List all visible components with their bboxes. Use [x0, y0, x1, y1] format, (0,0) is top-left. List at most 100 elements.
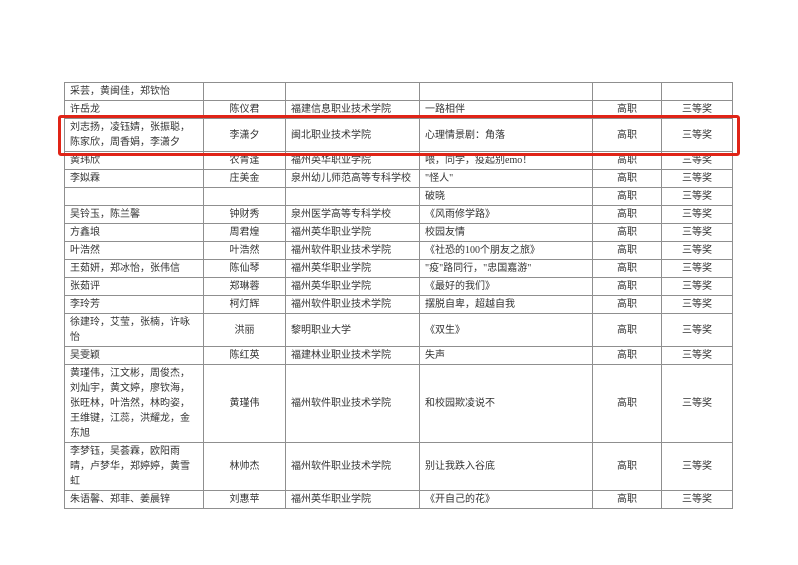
work-title-cell: 《开自己的花》 [419, 490, 593, 509]
table-body: 采芸，黄闽佳，郑钦怡 许岳龙 陈仪君 福建信息职业技术学院 一路相伴 高职 三等奖 刘志扬，凌… [64, 82, 733, 509]
work-title-cell: "怪人" [419, 169, 593, 188]
work-title-cell: 破晓 [419, 187, 593, 206]
work-title-cell: 失声 [419, 346, 593, 365]
level-cell: 高职 [592, 295, 662, 314]
members-cell: 李姒霖 [64, 169, 204, 188]
level-cell: 高职 [592, 346, 662, 365]
table-row: 叶浩然 叶浩然 福州软件职业技术学院 《社恐的100个朋友之旅》 高职 三等奖 [64, 241, 733, 260]
school-cell: 福州软件职业技术学院 [285, 295, 420, 314]
teacher-cell: 林帅杰 [203, 442, 286, 491]
award-cell: 三等奖 [661, 277, 733, 296]
table-row: 采芸，黄闽佳，郑钦怡 [64, 82, 733, 101]
school-cell: 福建信息职业技术学院 [285, 100, 420, 119]
school-cell: 福州软件职业技术学院 [285, 241, 420, 260]
school-cell: 泉州幼儿师范高等专科学校 [285, 169, 420, 188]
table-row: 吴雯颖 陈红英 福建林业职业技术学院 失声 高职 三等奖 [64, 346, 733, 365]
award-cell: 三等奖 [661, 169, 733, 188]
table-row: 王茹妍，郑冰怡，张伟信 陈仙琴 福州英华职业学院 "疫"路同行，"忠国嘉游" 高职 三等奖 [64, 259, 733, 278]
award-cell: 三等奖 [661, 241, 733, 260]
teacher-cell [203, 187, 286, 206]
school-cell: 泉州医学高等专科学校 [285, 205, 420, 224]
teacher-cell: 周君煌 [203, 223, 286, 242]
work-title-cell: 一路相伴 [419, 100, 593, 119]
award-cell [661, 82, 733, 101]
members-cell: 张茹评 [64, 277, 204, 296]
members-cell: 黄瑾伟，江文彬，周俊杰，刘灿宇，黄文婷，廖钦海，张旺林，叶浩然，林昀姿，王维键，… [64, 364, 204, 443]
school-cell: 福州软件职业技术学院 [285, 442, 420, 491]
award-cell: 三等奖 [661, 259, 733, 278]
teacher-cell: 陈红英 [203, 346, 286, 365]
members-cell: 方鑫埌 [64, 223, 204, 242]
award-cell: 三等奖 [661, 100, 733, 119]
teacher-cell: 钟财秀 [203, 205, 286, 224]
award-cell: 三等奖 [661, 205, 733, 224]
work-title-cell: 《最好的我们》 [419, 277, 593, 296]
members-cell: 王茹妍，郑冰怡，张伟信 [64, 259, 204, 278]
table-row: 张茹评 郑琳蓉 福州英华职业学院 《最好的我们》 高职 三等奖 [64, 277, 733, 296]
work-title-cell: 摆脱自卑，超越自我 [419, 295, 593, 314]
members-cell: 吴雯颖 [64, 346, 204, 365]
level-cell: 高职 [592, 259, 662, 278]
table-row: 黄瑾伟，江文彬，周俊杰，刘灿宇，黄文婷，廖钦海，张旺林，叶浩然，林昀姿，王维键，… [64, 364, 733, 443]
teacher-cell: 郑琳蓉 [203, 277, 286, 296]
teacher-cell: 庄美金 [203, 169, 286, 188]
school-cell: 福州英华职业学院 [285, 259, 420, 278]
level-cell: 高职 [592, 313, 662, 347]
members-cell: 采芸，黄闽佳，郑钦怡 [64, 82, 204, 101]
level-cell: 高职 [592, 223, 662, 242]
table-row: 徐建玲，艾莹，张楠，许咏怡 洪丽 黎明职业大学 《双生》 高职 三等奖 [64, 313, 733, 347]
teacher-cell: 洪丽 [203, 313, 286, 347]
award-cell: 三等奖 [661, 151, 733, 170]
work-title-cell [419, 82, 593, 101]
work-title-cell: 喂，同学，疫起别emo！ [419, 151, 593, 170]
level-cell: 高职 [592, 187, 662, 206]
work-title-cell: 和校园欺凌说不 [419, 364, 593, 443]
members-cell: 刘志扬，凌钰婧，张振聪，陈家欣，周香娟，李潇夕 [64, 118, 204, 152]
school-cell: 福建林业职业技术学院 [285, 346, 420, 365]
members-cell: 吴铃玉，陈兰馨 [64, 205, 204, 224]
members-cell: 叶浩然 [64, 241, 204, 260]
work-title-cell: 校园友情 [419, 223, 593, 242]
award-cell: 三等奖 [661, 187, 733, 206]
award-cell: 三等奖 [661, 490, 733, 509]
work-title-cell: 《风雨修学路》 [419, 205, 593, 224]
school-cell [285, 187, 420, 206]
table-row: 李梦钰，吴荟霖，欧阳雨晴，卢梦华，郑婷婷，黄雪虹 林帅杰 福州软件职业技术学院 别让我… [64, 442, 733, 491]
level-cell: 高职 [592, 277, 662, 296]
members-cell [64, 187, 204, 206]
school-cell: 福州软件职业技术学院 [285, 364, 420, 443]
work-title-cell: "疫"路同行，"忠国嘉游" [419, 259, 593, 278]
work-title-cell: 心理情景剧：角落 [419, 118, 593, 152]
work-title-cell: 别让我跌入谷底 [419, 442, 593, 491]
level-cell: 高职 [592, 490, 662, 509]
teacher-cell: 李潇夕 [203, 118, 286, 152]
members-cell: 朱语馨、郑菲、姜晨锌 [64, 490, 204, 509]
level-cell: 高职 [592, 151, 662, 170]
school-cell [285, 82, 420, 101]
teacher-cell: 叶浩然 [203, 241, 286, 260]
work-title-cell: 《社恐的100个朋友之旅》 [419, 241, 593, 260]
members-cell: 黄玮欣 [64, 151, 204, 170]
table-row: 朱语馨、郑菲、姜晨锌 刘惠苹 福州英华职业学院 《开自己的花》 高职 三等奖 [64, 490, 733, 509]
award-cell: 三等奖 [661, 313, 733, 347]
members-cell: 徐建玲，艾莹，张楠，许咏怡 [64, 313, 204, 347]
table-row: 刘志扬，凌钰婧，张振聪，陈家欣，周香娟，李潇夕 李潇夕 闽北职业技术学院 心理情景剧：… [64, 118, 733, 152]
school-cell: 福州英华职业学院 [285, 223, 420, 242]
table-row: 许岳龙 陈仪君 福建信息职业技术学院 一路相伴 高职 三等奖 [64, 100, 733, 119]
level-cell: 高职 [592, 442, 662, 491]
level-cell [592, 82, 662, 101]
school-cell: 闽北职业技术学院 [285, 118, 420, 152]
award-cell: 三等奖 [661, 223, 733, 242]
teacher-cell [203, 82, 286, 101]
school-cell: 福州英华职业学院 [285, 151, 420, 170]
level-cell: 高职 [592, 118, 662, 152]
level-cell: 高职 [592, 100, 662, 119]
awards-table: 采芸，黄闽佳，郑钦怡 许岳龙 陈仪君 福建信息职业技术学院 一路相伴 高职 三等奖 刘志扬，凌… [64, 82, 733, 509]
teacher-cell: 陈仪君 [203, 100, 286, 119]
level-cell: 高职 [592, 205, 662, 224]
level-cell: 高职 [592, 241, 662, 260]
members-cell: 许岳龙 [64, 100, 204, 119]
school-cell: 黎明职业大学 [285, 313, 420, 347]
level-cell: 高职 [592, 169, 662, 188]
